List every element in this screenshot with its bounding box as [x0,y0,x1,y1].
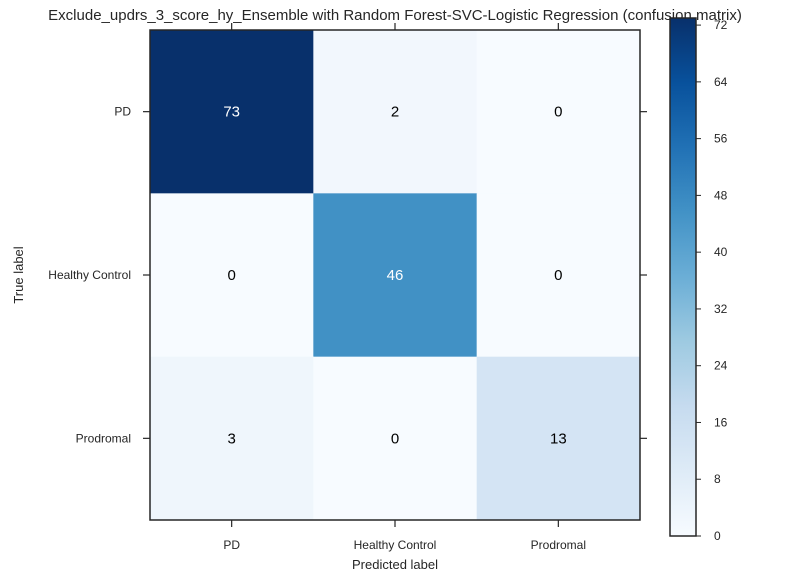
cell-value-label: 0 [227,267,235,284]
x-axis-ticks: PD Healthy Control Prodromal [223,23,586,552]
heatmap-cell [150,30,314,194]
cell-value-label: 13 [550,430,567,447]
colorbar-tick-label: 72 [714,18,728,32]
cell-value-label: 0 [554,267,562,284]
colorbar-tick-label: 16 [714,415,728,429]
y-tick-label: Healthy Control [48,268,131,282]
heatmap-cell [150,356,314,521]
cell-value-label: 46 [387,267,404,284]
heatmap-cell [313,30,478,194]
y-tick-label: Prodromal [76,431,131,445]
colorbar-tick-label: 8 [714,472,721,486]
heatmap-cells [150,30,641,521]
chart-title: Exclude_updrs_3_score_hy_Ensemble with R… [48,7,742,24]
colorbar-tick-label: 48 [714,188,728,202]
cell-value-label: 0 [391,430,399,447]
cell-values: 73 2 0 0 46 0 3 0 13 [223,104,566,448]
heatmap-cell [476,30,641,194]
y-axis-ticks: PD Healthy Control Prodromal [48,105,647,445]
cell-value-label: 2 [391,104,399,121]
heatmap-cell [313,356,478,521]
y-axis-label: True label [11,246,26,303]
x-axis-label: Predicted label [352,557,438,572]
heatmap-cell [476,356,641,521]
colorbar-tick-label: 24 [714,359,728,373]
colorbar-tick-label: 40 [714,245,728,259]
cell-value-label: 0 [554,104,562,121]
colorbar-ticks: 0 8 16 24 32 40 48 56 64 72 [696,18,728,543]
colorbar-tick-label: 64 [714,75,728,89]
x-tick-label: Healthy Control [354,538,437,552]
heatmap-cell [313,193,478,358]
colorbar-tick-label: 32 [714,302,728,316]
colorbar [669,17,697,537]
cell-value-label: 3 [227,430,235,447]
heatmap-cell [476,193,641,358]
colorbar-tick-label: 56 [714,132,728,146]
x-tick-label: Prodromal [531,538,586,552]
cell-value-label: 73 [223,104,240,121]
heatmap-cell [150,193,314,358]
x-tick-label: PD [223,538,240,552]
colorbar-tick-label: 0 [714,529,721,543]
y-tick-label: PD [114,105,131,119]
